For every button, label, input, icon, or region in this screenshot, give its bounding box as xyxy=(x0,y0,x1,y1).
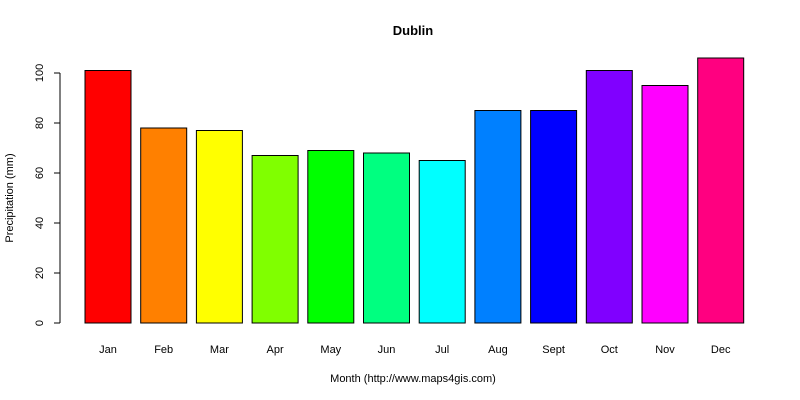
bar-oct xyxy=(585,70,633,324)
y-tick-label-80: 80 xyxy=(34,117,46,129)
bar-dec xyxy=(697,57,745,324)
bar-apr xyxy=(251,155,299,324)
y-tick-label-40: 40 xyxy=(34,217,46,229)
x-ticks-group: Jan Feb Mar Apr May Jun Jul Aug Sept Oct Nov Dec xyxy=(99,344,731,356)
bar-jul xyxy=(418,160,466,324)
bar-aug xyxy=(474,110,522,324)
x-tick-label-mar: Mar xyxy=(210,344,229,356)
x-tick-label-aug: Aug xyxy=(488,344,508,356)
x-tick-label-jan: Jan xyxy=(99,344,117,356)
x-axis-label: Month (http://www.maps4gis.com) xyxy=(330,373,496,385)
bars-group xyxy=(84,57,745,324)
y-ticks-group: 0 20 40 60 80 100 xyxy=(34,64,60,326)
x-tick-label-may: May xyxy=(320,344,341,356)
bar-jun xyxy=(363,152,410,324)
x-tick-label-sept: Sept xyxy=(542,344,565,356)
y-tick-label-20: 20 xyxy=(34,267,46,279)
y-tick-label-0: 0 xyxy=(34,320,46,326)
bar-may xyxy=(307,150,355,324)
x-tick-label-jul: Jul xyxy=(435,344,449,356)
x-tick-label-nov: Nov xyxy=(655,344,675,356)
x-tick-label-dec: Dec xyxy=(711,344,731,356)
bar-sept xyxy=(530,110,578,324)
x-tick-label-apr: Apr xyxy=(267,344,284,356)
x-tick-label-feb: Feb xyxy=(154,344,173,356)
x-tick-label-oct: Oct xyxy=(601,344,618,356)
bar-feb xyxy=(140,127,188,324)
bar-mar xyxy=(195,130,243,324)
y-tick-label-60: 60 xyxy=(34,167,46,179)
y-axis-label: Precipitation (mm) xyxy=(4,153,16,242)
chart-title: Dublin xyxy=(393,23,433,38)
y-tick-label-100: 100 xyxy=(34,64,46,82)
bar-nov xyxy=(641,85,689,324)
x-tick-label-jun: Jun xyxy=(378,344,396,356)
bar-jan xyxy=(84,70,132,324)
